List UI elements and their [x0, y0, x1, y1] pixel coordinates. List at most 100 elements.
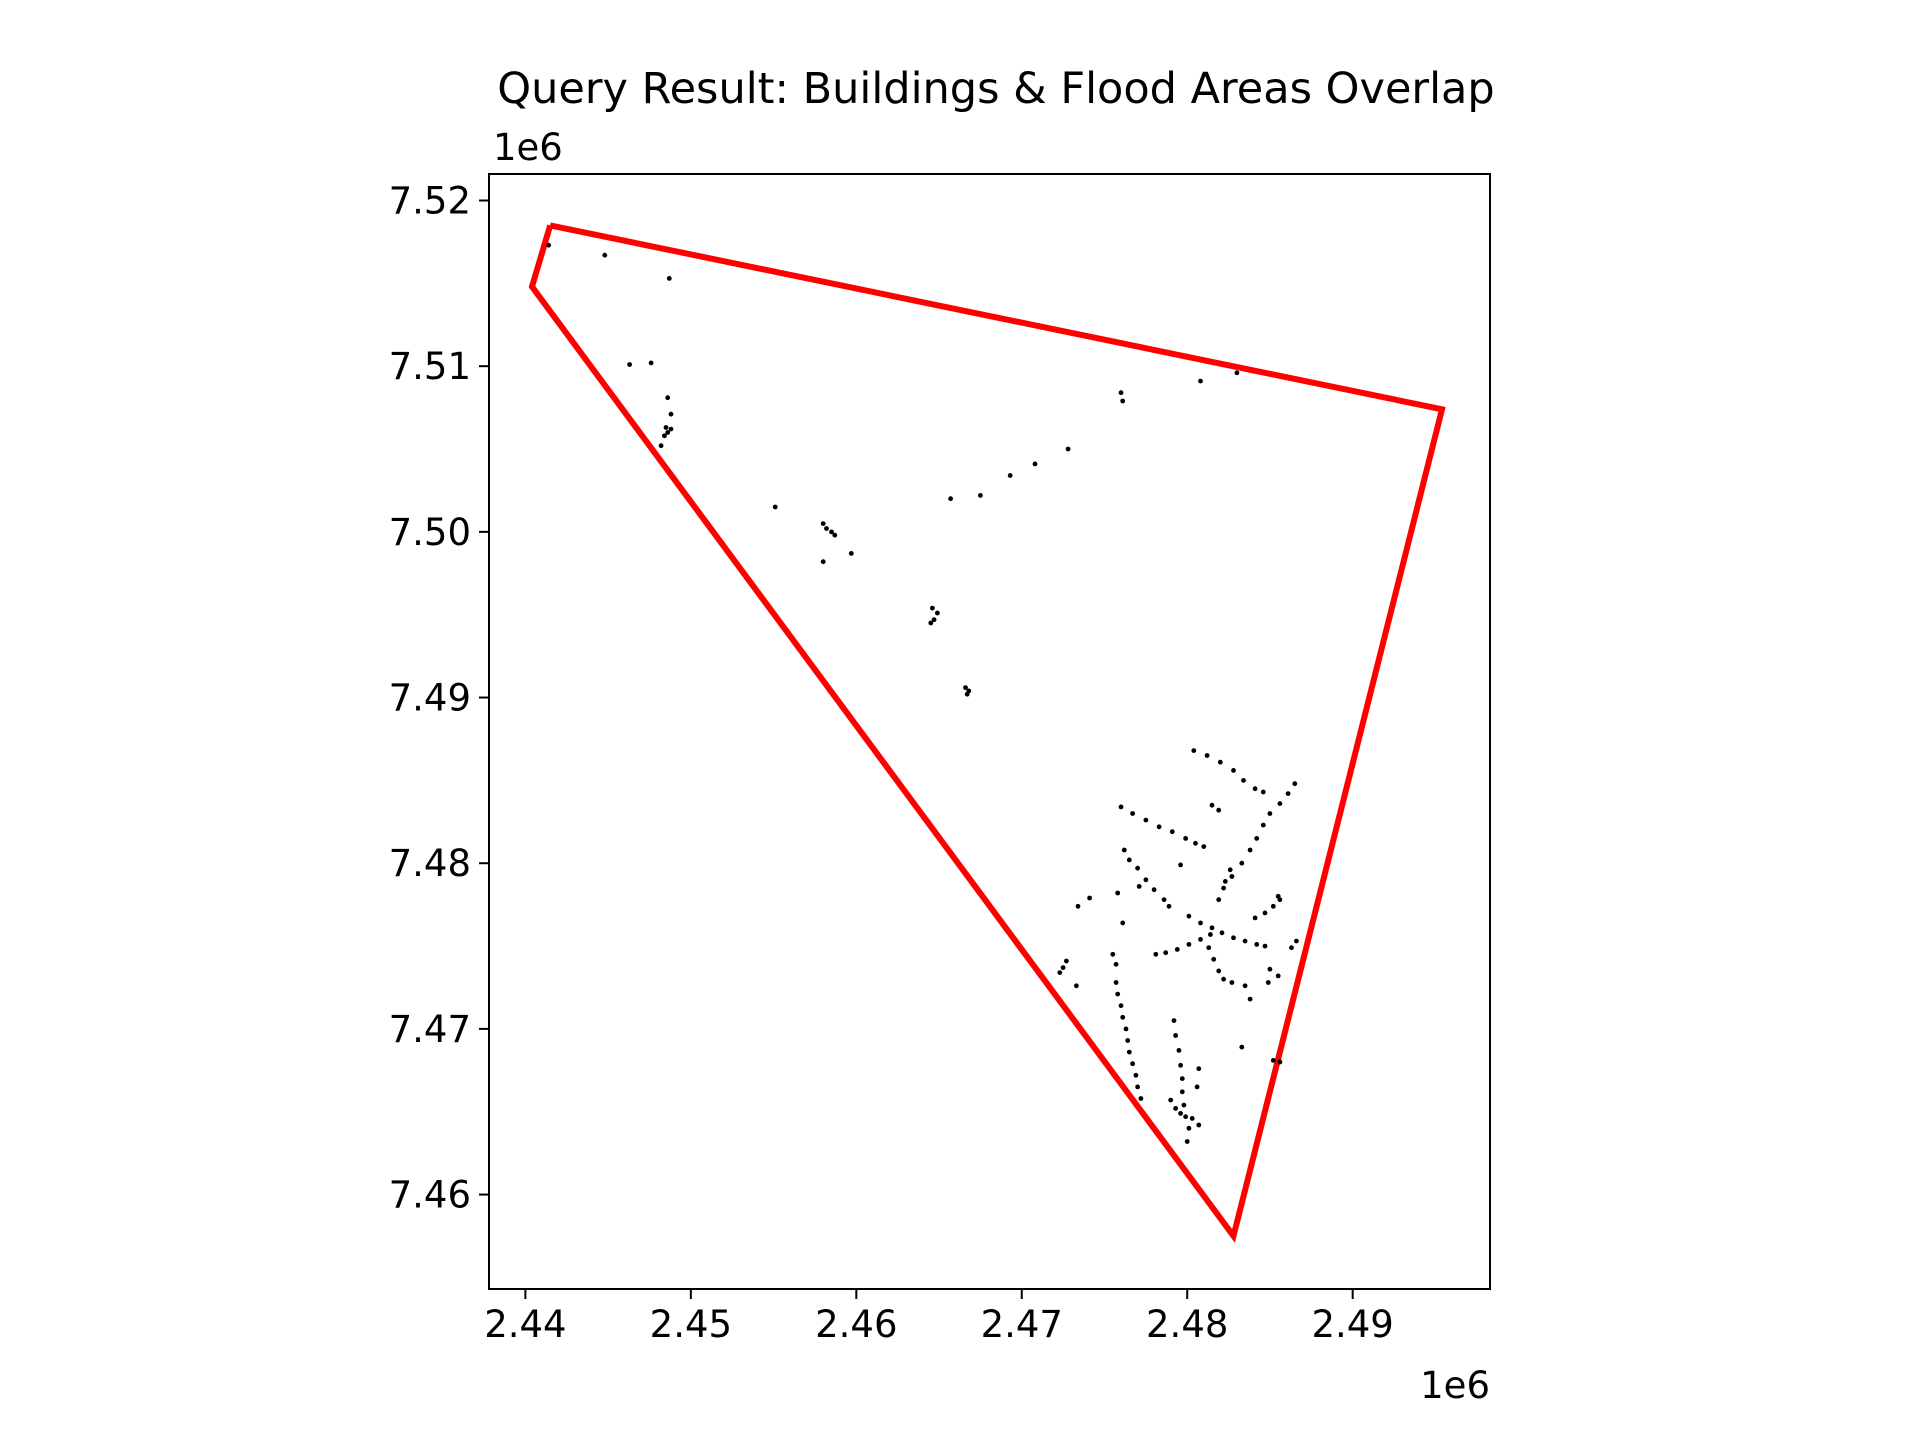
building-point	[1118, 390, 1124, 396]
building-point	[658, 443, 664, 449]
building-point	[1204, 753, 1210, 758]
building-point	[1174, 947, 1180, 952]
building-point	[1209, 925, 1215, 931]
building-point	[1227, 867, 1233, 873]
building-point	[1125, 1038, 1131, 1043]
x-tick-label: 2.48	[1146, 1303, 1228, 1346]
building-point	[1178, 862, 1183, 868]
building-point	[1120, 398, 1126, 404]
y-tick-label: 7.49	[389, 677, 471, 720]
building-point	[1169, 829, 1175, 835]
building-point	[1277, 1059, 1283, 1065]
building-point	[1113, 980, 1119, 985]
building-point	[1260, 789, 1266, 795]
building-point	[1231, 935, 1236, 941]
building-point	[1196, 1122, 1202, 1128]
building-point	[1179, 1076, 1185, 1081]
y-tick-label: 7.51	[389, 345, 471, 388]
building-point	[935, 610, 940, 616]
building-point	[1118, 1003, 1124, 1009]
building-point	[1110, 951, 1116, 957]
building-point	[1289, 945, 1294, 951]
building-point	[1135, 1084, 1140, 1090]
building-point	[1193, 840, 1198, 846]
building-point	[1184, 1139, 1190, 1144]
building-point	[1113, 961, 1119, 967]
building-point	[1194, 1084, 1200, 1090]
building-point	[1239, 1044, 1245, 1050]
building-point	[1216, 807, 1222, 813]
building-point	[1135, 865, 1140, 871]
building-point	[1130, 811, 1135, 816]
x-tick-label: 2.44	[484, 1303, 566, 1346]
building-point	[1186, 913, 1192, 919]
building-point	[1178, 1062, 1183, 1068]
building-point	[648, 360, 654, 366]
building-point	[1242, 983, 1248, 989]
building-point	[1196, 1066, 1202, 1072]
y-tick-label: 7.47	[389, 1008, 471, 1051]
building-point	[1234, 370, 1240, 376]
building-point	[1166, 903, 1172, 909]
building-point	[1007, 473, 1013, 478]
building-point	[1198, 920, 1203, 926]
building-point	[1074, 983, 1079, 989]
building-point	[662, 433, 667, 439]
building-point	[1275, 973, 1281, 979]
building-point	[1247, 996, 1253, 1002]
building-point	[1115, 890, 1121, 896]
building-point	[1173, 1033, 1178, 1038]
building-point	[1260, 822, 1266, 828]
building-point	[1186, 1125, 1192, 1131]
building-point	[1032, 461, 1038, 467]
building-point	[1120, 920, 1126, 926]
building-point	[1075, 903, 1081, 909]
building-point	[1216, 897, 1222, 903]
building-point	[1265, 980, 1271, 985]
y-tick-label: 7.48	[389, 842, 471, 885]
building-point	[1252, 915, 1258, 921]
building-point	[1254, 836, 1260, 841]
building-point	[1115, 991, 1121, 997]
x-axis: 2.44 2.45 2.46 2.47 2.48 2.49	[484, 1289, 1394, 1346]
building-point	[666, 276, 672, 281]
building-point	[1208, 932, 1213, 937]
y-tick-label: 7.52	[389, 180, 471, 223]
building-point	[1219, 930, 1225, 936]
building-point	[1252, 786, 1258, 792]
building-point	[1221, 976, 1226, 982]
building-point	[1270, 903, 1276, 909]
building-point	[1275, 893, 1281, 899]
building-point	[1198, 378, 1203, 384]
building-point	[948, 496, 953, 502]
building-point	[772, 504, 778, 510]
building-point	[1262, 943, 1268, 949]
building-point	[1247, 847, 1253, 853]
x-tick-label: 2.47	[981, 1303, 1063, 1346]
building-point	[602, 252, 608, 258]
x-tick-label: 2.45	[650, 1303, 732, 1346]
building-point	[1126, 1049, 1132, 1055]
building-point	[1161, 897, 1167, 903]
building-point	[963, 685, 968, 690]
building-point	[1065, 446, 1071, 452]
building-point	[1267, 966, 1273, 972]
building-point	[1294, 938, 1299, 944]
building-point	[829, 529, 834, 535]
chart-title: Query Result: Buildings & Flood Areas Ov…	[497, 64, 1494, 114]
building-point	[1060, 965, 1066, 970]
building-point	[1242, 938, 1248, 944]
building-point	[1118, 804, 1124, 810]
building-point	[1121, 847, 1127, 853]
building-point	[931, 617, 937, 623]
building-point	[964, 691, 970, 697]
building-point	[1178, 1111, 1183, 1116]
building-point	[1277, 801, 1283, 806]
building-point	[1064, 958, 1069, 964]
building-point	[1229, 980, 1235, 985]
building-point	[930, 605, 935, 611]
building-point	[820, 559, 826, 565]
building-point	[1198, 937, 1203, 942]
